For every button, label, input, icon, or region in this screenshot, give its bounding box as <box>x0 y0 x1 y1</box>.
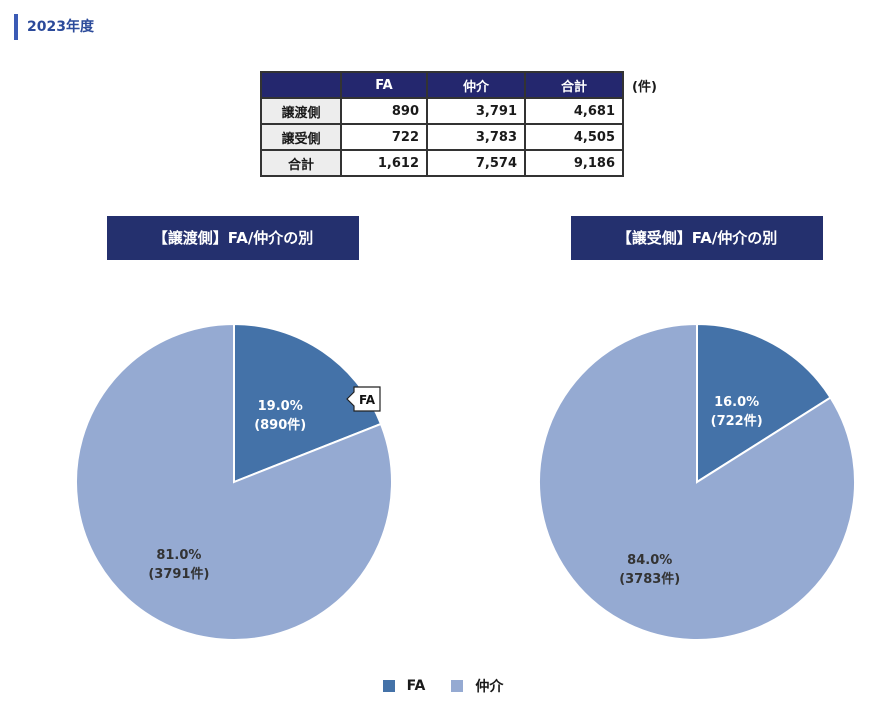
table-cell: 890 <box>340 97 428 125</box>
pie-label-count-1-0: (722件) <box>711 413 763 429</box>
column-header-chukai: 仲介 <box>426 71 526 99</box>
table-cell: 4,505 <box>524 123 624 151</box>
pie-slice-1-0 <box>696 322 832 484</box>
legend-swatch-chukai <box>451 680 464 692</box>
table-row: 合計 1,612 7,574 9,186 <box>260 149 624 177</box>
pie-label-count-0-0: (890件) <box>254 417 306 433</box>
pie-slice-1-1 <box>538 322 856 641</box>
chart-title-right: 【譲受側】FA/仲介の別 <box>571 216 823 260</box>
pie-slice-0-1 <box>75 322 393 641</box>
legend-label-chukai: 仲介 <box>475 679 504 695</box>
table-header-row: FA 仲介 合計 <box>260 71 624 99</box>
table-cell: 722 <box>340 123 428 151</box>
table-row: 譲受側 722 3,783 4,505 <box>260 123 624 151</box>
chart-legend: FA 仲介 <box>0 676 886 696</box>
legend-label-fa: FA <box>406 678 426 694</box>
section-title: 2023年度 <box>14 14 94 40</box>
pie-label-pct-1-0: 16.0% <box>714 395 759 410</box>
table-unit-label: (件) <box>632 80 657 95</box>
legend-swatch-fa <box>382 680 395 692</box>
legend-item-fa: FA <box>382 676 426 696</box>
chart-title-left: 【譲渡側】FA/仲介の別 <box>107 216 359 260</box>
table-cell: 9,186 <box>524 149 624 177</box>
pie-label-pct-0-1: 81.0% <box>156 548 201 563</box>
summary-table: FA 仲介 合計 譲渡側 890 3,791 4,681 譲受側 722 3,7… <box>260 71 624 177</box>
table-cell: 3,791 <box>426 97 526 125</box>
legend-item-chukai: 仲介 <box>451 676 503 696</box>
pie-callout-fa: FA <box>346 386 381 412</box>
table-cell: 1,612 <box>340 149 428 177</box>
pie-label-count-0-1: (3791件) <box>148 566 209 582</box>
row-header: 譲受側 <box>260 123 342 151</box>
row-header: 合計 <box>260 149 342 177</box>
table-corner-cell <box>260 71 342 99</box>
row-header: 譲渡側 <box>260 97 342 125</box>
table-cell: 3,783 <box>426 123 526 151</box>
pie-label-pct-1-1: 84.0% <box>627 553 672 568</box>
table-cell: 7,574 <box>426 149 526 177</box>
table-row: 譲渡側 890 3,791 4,681 <box>260 97 624 125</box>
column-header-total: 合計 <box>524 71 624 99</box>
column-header-fa: FA <box>340 71 428 99</box>
table-cell: 4,681 <box>524 97 624 125</box>
pie-label-count-1-1: (3783件) <box>619 571 680 587</box>
pie-label-pct-0-0: 19.0% <box>258 399 303 414</box>
pie-callout-label: FA <box>359 393 376 407</box>
